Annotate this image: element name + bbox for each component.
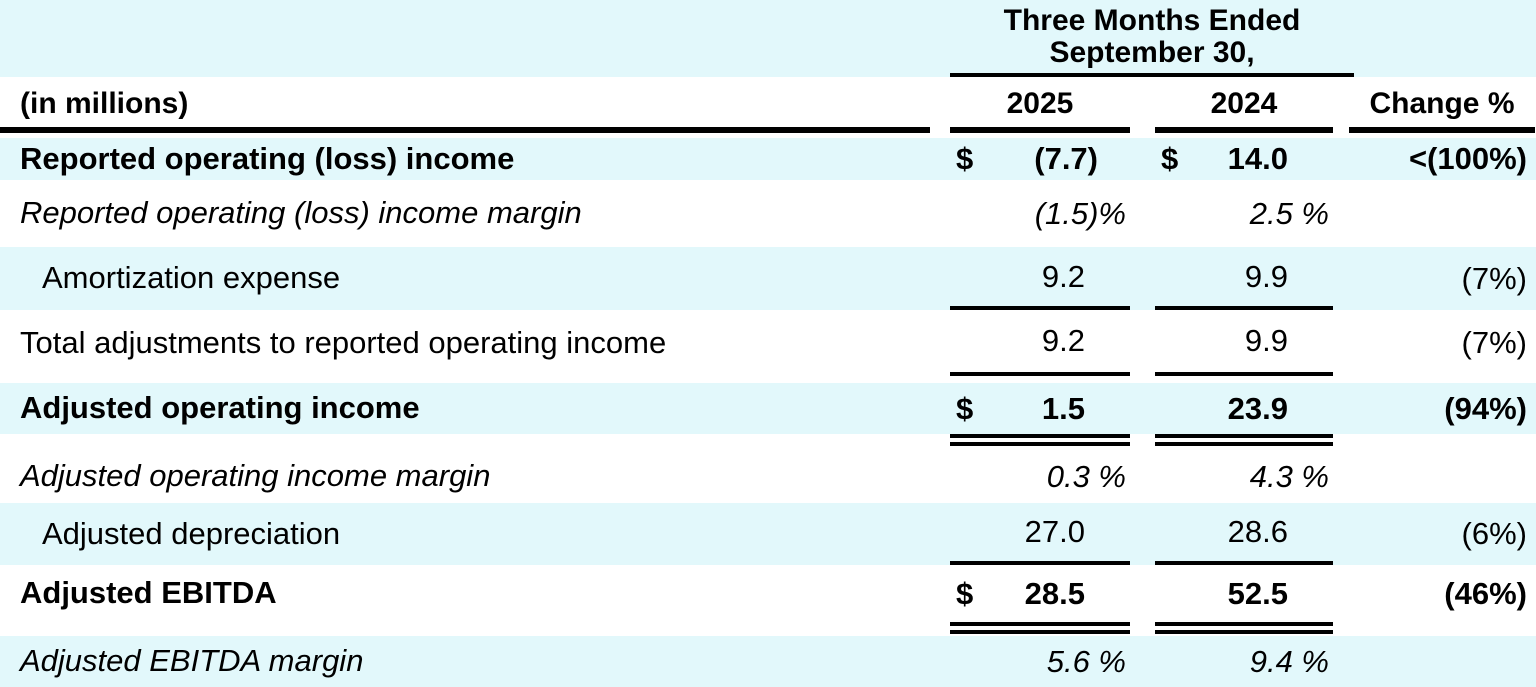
- value-2025: 0.3 %: [1046, 458, 1126, 494]
- row-label: Adjusted depreciation: [42, 515, 341, 551]
- period-header-line1: Three Months Ended: [1003, 4, 1301, 37]
- table-row: Total adjustments to reported operating …: [0, 310, 1536, 376]
- value-cell-2025: 0.3 %: [950, 450, 1130, 503]
- value-cell-change: (7%): [1349, 247, 1535, 310]
- value-cell-2025: $ (7.7): [950, 138, 1130, 180]
- value-cell-change: (7%): [1349, 310, 1535, 376]
- column-header-2024: 2024: [1155, 77, 1333, 133]
- value-2024: 28.6: [1227, 514, 1288, 549]
- period-header-line2: September 30,: [1049, 36, 1255, 69]
- value-cell-change: [1349, 636, 1535, 687]
- column-header-2025: 2025: [950, 77, 1130, 133]
- value-cell-2024: 28.6: [1155, 503, 1333, 565]
- value-2024: 4.3 %: [1249, 458, 1329, 494]
- dollar-sign: $: [1161, 141, 1179, 176]
- value-change: (7%): [1461, 325, 1527, 360]
- value-change: <(100%): [1408, 141, 1527, 176]
- value-2025: (1.5)%: [1034, 195, 1126, 231]
- value-cell-change: [1349, 180, 1535, 247]
- value-cell-change: (94%): [1349, 383, 1535, 434]
- value-2025: 9.2: [1041, 258, 1085, 294]
- value-cell-2025: 9.2: [950, 310, 1130, 376]
- value-cell-2024: 9.9: [1155, 247, 1333, 310]
- value-cell-2024: 52.5: [1155, 565, 1333, 622]
- row-label: Adjusted operating income: [20, 390, 420, 426]
- table-row: Amortization expense 9.2 9.9 (7%): [0, 247, 1536, 310]
- value-cell-change: (6%): [1349, 503, 1535, 565]
- row-label: Total adjustments to reported operating …: [20, 324, 667, 360]
- value-cell-2024: $14.0: [1155, 138, 1333, 180]
- value-cell-2025: 9.2: [950, 247, 1130, 310]
- value-2024: 9.9: [1244, 323, 1288, 358]
- value-2024: 52.5: [1227, 575, 1288, 611]
- double-rule-band: [0, 622, 1536, 636]
- value-cell-2025: $1.5: [950, 383, 1130, 434]
- row-label: Reported operating (loss) income: [20, 140, 515, 176]
- table-body: Reported operating (loss) income $ (7.7) $1…: [0, 138, 1536, 687]
- row-label: Adjusted EBITDA margin: [20, 643, 364, 679]
- row-label: Adjusted operating income margin: [20, 458, 491, 494]
- value-2025: 1.5: [1041, 390, 1085, 426]
- table-row: Reported operating (loss) income margin (…: [0, 180, 1536, 247]
- value-2025: 28.5: [1024, 575, 1085, 611]
- value-2025: 27.0: [1024, 514, 1085, 549]
- period-header: Three Months Ended September 30,: [950, 0, 1354, 77]
- table-row: Adjusted EBITDA margin 5.6 % 9.4 %: [0, 636, 1536, 687]
- value-2024: 2.5 %: [1249, 195, 1329, 231]
- value-2025: 5.6 %: [1046, 643, 1126, 679]
- dollar-sign: $: [956, 141, 974, 176]
- value-cell-2025: 5.6 %: [950, 636, 1130, 687]
- double-rule-band: [0, 434, 1536, 450]
- period-header-band: Three Months Ended September 30,: [0, 0, 1536, 77]
- value-2025: 9.2: [1041, 323, 1085, 358]
- column-header-change: Change %: [1349, 77, 1535, 133]
- unit-label: (in millions): [0, 77, 930, 133]
- value-change: (46%): [1444, 575, 1527, 611]
- table-row: Adjusted EBITDA $28.5 52.5 (46%): [0, 565, 1536, 622]
- table-row: Adjusted depreciation 27.0 28.6 (6%): [0, 503, 1536, 565]
- value-2024: 9.9: [1244, 258, 1288, 294]
- value-cell-2025: 27.0: [950, 503, 1130, 565]
- row-label: Adjusted EBITDA: [20, 575, 277, 611]
- row-label: Reported operating (loss) income margin: [20, 195, 582, 231]
- value-2024: 23.9: [1227, 390, 1288, 426]
- value-cell-2024: 23.9: [1155, 383, 1333, 434]
- value-cell-2024: 4.3 %: [1155, 450, 1333, 503]
- value-cell-2024: 9.4 %: [1155, 636, 1333, 687]
- header-divider-gap: [0, 133, 1536, 138]
- table-row: Adjusted operating income $1.5 23.9 (94%): [0, 383, 1536, 434]
- value-2024: 14.0: [1227, 141, 1288, 176]
- value-cell-2025: (1.5)%: [950, 180, 1130, 247]
- value-cell-2025: $28.5: [950, 565, 1130, 622]
- value-change: (6%): [1461, 516, 1527, 551]
- value-change: (94%): [1444, 390, 1527, 426]
- dollar-sign: $: [956, 390, 974, 426]
- value-cell-change: [1349, 450, 1535, 503]
- value-2025: (7.7): [1034, 141, 1098, 176]
- value-2024: 9.4 %: [1249, 643, 1329, 679]
- column-header-row: (in millions) 2025 2024 Change %: [0, 77, 1536, 133]
- row-label: Amortization expense: [42, 260, 341, 296]
- table-row: Adjusted operating income margin 0.3 % 4.3…: [0, 450, 1536, 503]
- period-header-spacer: [0, 0, 950, 77]
- table-row: Reported operating (loss) income $ (7.7) $1…: [0, 138, 1536, 180]
- value-cell-change: (46%): [1349, 565, 1535, 622]
- value-cell-2024: 9.9: [1155, 310, 1333, 376]
- value-cell-change: <(100%): [1349, 138, 1535, 180]
- value-cell-2024: 2.5 %: [1155, 180, 1333, 247]
- value-change: (7%): [1461, 260, 1527, 296]
- dollar-sign: $: [956, 575, 974, 611]
